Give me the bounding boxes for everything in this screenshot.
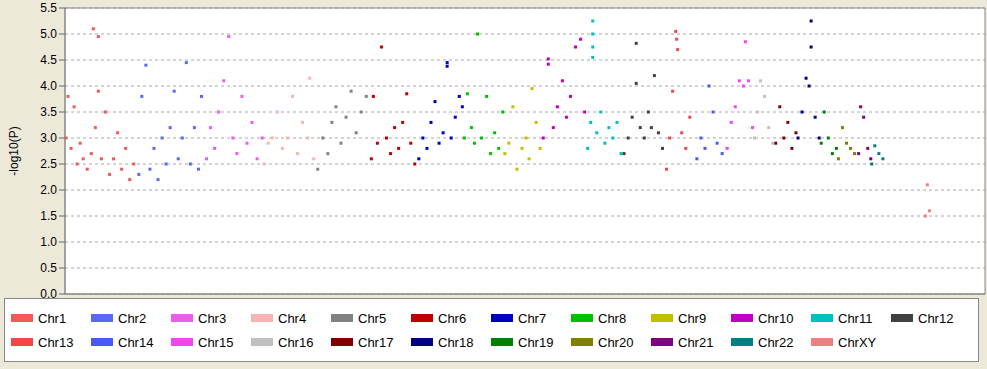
html-text:Chr21: Chr21	[678, 334, 714, 350]
html-text:Chr5: Chr5	[358, 310, 387, 326]
svg-text:5.5: 5.5	[40, 1, 57, 15]
svg-text:0.0: 0.0	[40, 287, 57, 302]
html-text:Chr14: Chr14	[118, 334, 154, 350]
html-text:Chr6: Chr6	[438, 310, 467, 326]
html-text:Chr15: Chr15	[198, 334, 234, 350]
html-text:Chr18: Chr18	[438, 334, 474, 350]
html-text:Chr17: Chr17	[358, 334, 394, 350]
html-text:Chr3: Chr3	[198, 310, 227, 326]
html-text:Chr7: Chr7	[518, 310, 547, 326]
svg-text:-log10(P): -log10(P)	[8, 126, 21, 175]
html-text:Chr10: Chr10	[758, 310, 794, 326]
svg-text:2.5: 2.5	[40, 157, 57, 171]
svg-text:5.0: 5.0	[40, 27, 57, 41]
html-text:Chr1: Chr1	[38, 310, 67, 326]
svg-text:2.0: 2.0	[40, 183, 57, 197]
html-text:Chr16: Chr16	[278, 334, 314, 350]
svg-text:4.0: 4.0	[40, 79, 57, 93]
html-text:Chr22: Chr22	[758, 334, 794, 350]
html-text:Chr4: Chr4	[278, 310, 307, 326]
svg-text:4.5: 4.5	[40, 53, 57, 67]
html-text:Chr20: Chr20	[598, 334, 634, 350]
html-text:Chr8: Chr8	[598, 310, 627, 326]
html-text:Chr12: Chr12	[918, 310, 954, 326]
svg-text:1.0: 1.0	[40, 235, 57, 249]
svg-text:0.5: 0.5	[40, 261, 57, 275]
html-text:Chr9: Chr9	[678, 310, 707, 326]
svg-text:3.5: 3.5	[40, 105, 57, 119]
svg-text:3.0: 3.0	[40, 131, 57, 145]
html-text:ChrXY: ChrXY	[838, 334, 877, 350]
html-text:Chr13: Chr13	[38, 334, 74, 350]
html-text:Chr19: Chr19	[518, 334, 554, 350]
html-text:Chr11: Chr11	[838, 310, 873, 326]
svg-text:1.5: 1.5	[40, 209, 57, 223]
html-text:Chr2: Chr2	[118, 310, 147, 326]
